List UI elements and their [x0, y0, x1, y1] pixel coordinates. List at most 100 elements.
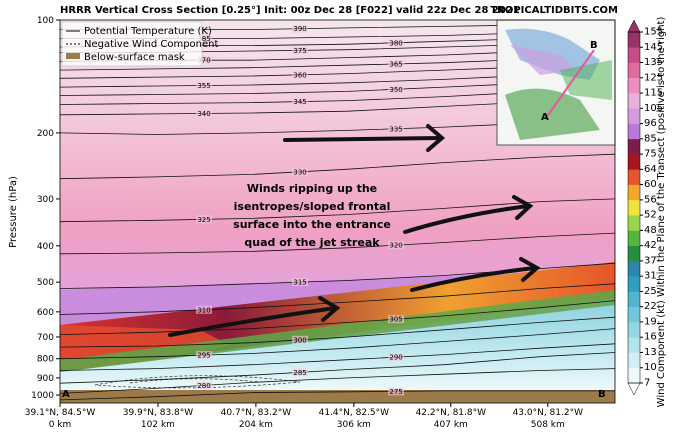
isentrope: [59, 232, 616, 255]
colorbar-tick-label: 105: [644, 103, 663, 114]
contour-label: 275: [389, 388, 402, 396]
colorbar-segment: [628, 169, 640, 185]
colorbar-tick-label: 64: [644, 164, 657, 175]
colorbar-segment: [628, 108, 640, 124]
colorbar-tick-label: 125: [644, 72, 663, 83]
contour-label-bg: [388, 59, 405, 68]
y-tick-label: 900: [37, 374, 54, 384]
contour-label: 305: [389, 316, 402, 324]
colorbar-segment: [628, 367, 640, 384]
colorbar-segment: [628, 199, 640, 216]
colorbar-tick-label: 13: [644, 347, 657, 358]
contour-label-bg: [196, 56, 213, 65]
y-axis-label: Pressure (hPa): [8, 176, 19, 248]
x-tick-location: 41.4°N, 82.5°W: [319, 408, 390, 418]
contour-label: 290: [389, 354, 402, 362]
colorbar-tick-label: 10: [644, 362, 657, 373]
x-tick-location: 43.0°N, 81.2°W: [513, 408, 584, 418]
colorbar-tick-label: 19: [644, 316, 657, 327]
contour-label: 300: [293, 336, 306, 344]
contour-label-bg: [292, 167, 309, 176]
colorbar-segment: [628, 32, 640, 48]
colorbar-segment: [628, 230, 640, 246]
contour-label-bg: [388, 124, 405, 133]
x-tick-label: 204 km: [239, 420, 273, 430]
x-tick-label: 508 km: [531, 420, 565, 430]
colorbar-segment: [628, 47, 640, 63]
contour-label-bg: [388, 315, 405, 324]
colorbar-segment: [628, 62, 640, 79]
contour-label: 330: [293, 168, 306, 176]
contour-label: 345: [293, 98, 306, 106]
contour-label: 355: [197, 82, 210, 90]
colorbar-tick-label: 25: [644, 286, 657, 297]
contour-label: 375: [293, 47, 306, 55]
colorbar-segment: [628, 291, 640, 307]
colorbar-extend: [627, 382, 641, 396]
colorbar-tick-label: 56: [644, 194, 657, 205]
x-tick-location: 39.1°N, 84.5°W: [25, 408, 96, 418]
inset-map: A B: [496, 19, 616, 146]
isentrope: [59, 316, 616, 348]
contour-label-bg: [292, 278, 309, 287]
colorbar-tick-label: 22: [644, 301, 657, 312]
contour-label: 340: [197, 110, 210, 118]
isentrope: [59, 343, 616, 371]
endpoint-label: A: [62, 389, 70, 400]
contour-label: 280: [197, 382, 210, 390]
annotation-arrows: [168, 124, 541, 337]
y-tick-label: 300: [37, 195, 54, 205]
colorbar-segment: [628, 184, 640, 201]
contour-label-bg: [388, 241, 405, 250]
contour-label-bg: [292, 97, 309, 106]
legend: Potential Temperature (K) Negative Wind …: [61, 21, 219, 67]
x-tick-label: 407 km: [434, 420, 468, 430]
chart-title: HRRR Vertical Cross Section [0.25°] Init…: [60, 5, 520, 16]
colorbar-segment: [628, 93, 640, 109]
contour-label-bg: [292, 70, 309, 79]
colorbar-tick-label: 42: [644, 240, 657, 251]
y-tick-label: 200: [37, 129, 54, 139]
contour-label-bg: [292, 368, 309, 377]
annotation: isentropes/sloped frontal: [234, 200, 391, 213]
isentrope: [59, 153, 616, 180]
contour-label: 365: [389, 60, 402, 68]
contour-label: 380: [389, 39, 402, 47]
contour-label: 325: [197, 216, 210, 224]
y-tick-label: 700: [37, 333, 54, 343]
colorbar-segment: [628, 276, 640, 292]
endpoint-label: B: [598, 389, 606, 400]
isentrope: [59, 262, 616, 289]
colorbar-extend: [627, 19, 641, 33]
contour-label-bg: [196, 109, 213, 118]
annotation: quad of the jet streak: [244, 236, 380, 249]
colorbar-segment: [628, 337, 640, 353]
legend-label: Below-surface mask: [84, 52, 185, 63]
y-tick-label: 100: [37, 16, 54, 26]
colorbar-segment: [628, 77, 640, 94]
contour-label: 335: [389, 125, 402, 133]
contour-label-bg: [196, 381, 213, 390]
annotation: Winds ripping up the: [247, 182, 377, 195]
contour-label: 285: [293, 369, 306, 377]
colorbar-tick-label: 96: [644, 118, 657, 129]
contour-label-bg: [196, 81, 213, 90]
annotation: surface into the entrance: [233, 218, 391, 231]
isentrope: [59, 198, 616, 223]
colorbar-tick-label: 37: [644, 255, 657, 266]
contour-label-bg: [196, 34, 213, 43]
isentrope: [59, 328, 616, 360]
colorbar-tick-label: 135: [644, 57, 663, 68]
contour-label-bg: [292, 24, 309, 33]
colorbar-frame: [627, 31, 641, 384]
contour-label-bg: [388, 353, 405, 362]
colorbar-label: Wind Component (kt) Within the Plane of …: [656, 17, 667, 408]
y-tick-label: 500: [37, 278, 54, 288]
contour-label: 360: [293, 71, 306, 79]
contour-label-bg: [388, 387, 405, 396]
colorbar-tick-label: 75: [644, 149, 657, 160]
contour-label: 320: [389, 242, 402, 250]
y-tick-label: 600: [37, 308, 54, 318]
isentrope: [59, 390, 615, 401]
